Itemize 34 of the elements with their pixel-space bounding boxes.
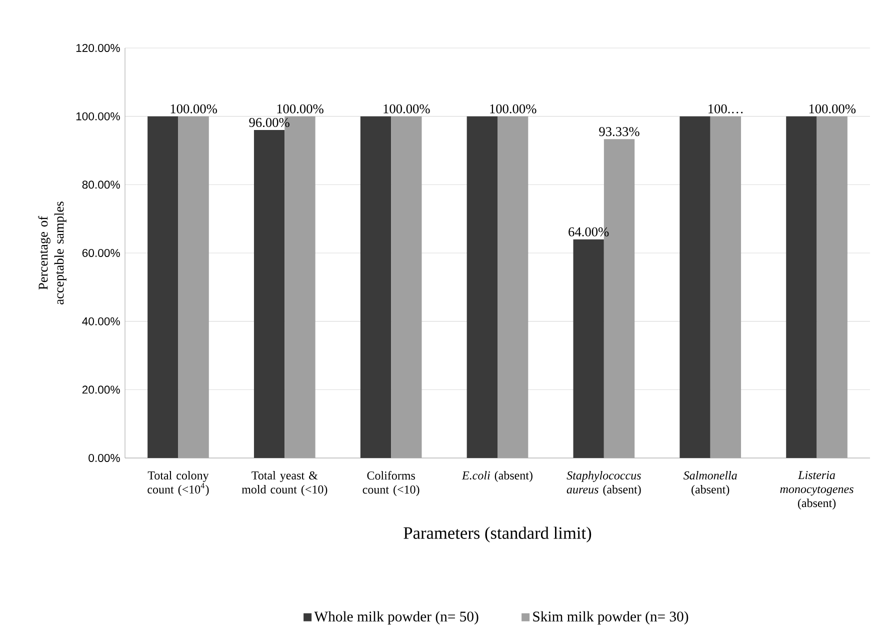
legend-label: Skim milk powder (n= 30) (533, 611, 688, 624)
x-tick-label: Total yeast & mold count (<10) (242, 471, 328, 496)
x-tick-label: E.coli (absent) (462, 471, 532, 482)
x-tick-label: Staphylococcus aureus (absent) (566, 471, 641, 496)
bar (680, 116, 710, 458)
x-tick-label: Coliforms count (<10) (362, 471, 420, 496)
data-label: 100.… (708, 104, 743, 114)
data-label: 100.00% (384, 104, 430, 114)
bar (466, 116, 498, 458)
bar (148, 116, 178, 458)
x-tick-label: Total colony count (<10$^{4}$) (148, 471, 209, 496)
data-label: 100.00% (170, 104, 217, 114)
y-tick-label: 0.00% (88, 454, 120, 462)
data-label: 93.33% (599, 127, 640, 136)
y-axis-title: Percentage of acceptable samples (38, 202, 66, 304)
x-tick-label: Listeria monocytogenes (absent) (780, 471, 854, 510)
y-tick-label: 120.00% (76, 44, 120, 52)
y-tick-label: 100.00% (76, 112, 120, 120)
data-label: 100.00% (809, 104, 856, 114)
y-tick-label: 40.00% (82, 317, 120, 326)
y-tick-label: 20.00% (82, 386, 120, 394)
bar (360, 116, 392, 458)
x-axis-title: Parameters (standard limit) (404, 526, 592, 542)
legend-label: Whole milk powder (n= 50) (314, 611, 478, 624)
data-label: 64.00% (568, 227, 609, 236)
y-tick-label: 60.00% (82, 248, 120, 257)
bar (573, 239, 604, 458)
data-label: 100.00% (490, 104, 536, 114)
y-tick-label: 80.00% (82, 180, 120, 189)
data-label: 96.00% (249, 118, 290, 128)
bar (786, 116, 817, 458)
bar (254, 130, 285, 458)
x-tick-label: Salmonella (absent) (684, 471, 737, 496)
data-label: 100.00% (277, 104, 324, 114)
